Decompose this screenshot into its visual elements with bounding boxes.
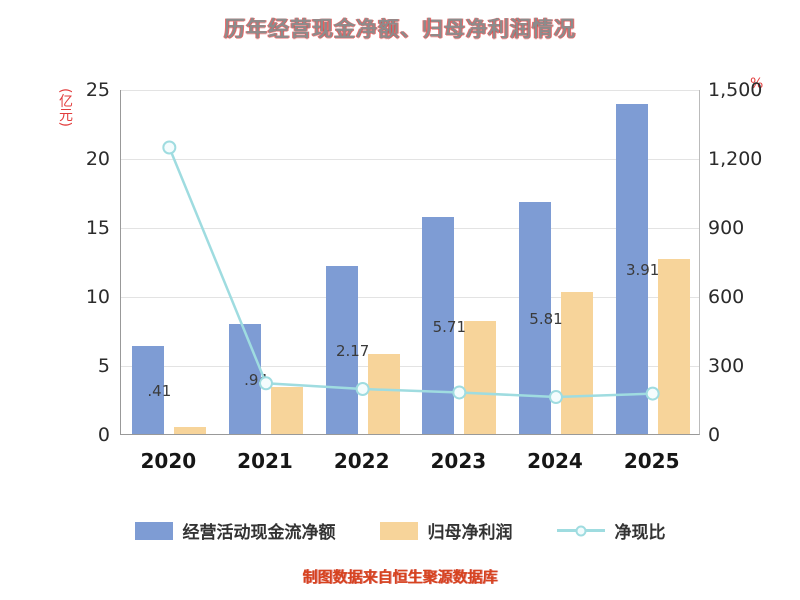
left-axis-tick: 10 <box>85 286 110 308</box>
operating-cash-flow-bar-2025 <box>615 104 648 434</box>
legend-swatch-operating-cash-flow <box>134 521 173 540</box>
x-axis-tick-2020: 2020 <box>140 449 197 473</box>
right-axis-tick: 1,500 <box>708 79 763 101</box>
legend-item-operating-cash-flow: 经营活动现金流净额 <box>134 518 336 543</box>
left-axis-tick: 0 <box>97 424 110 446</box>
net-profit-bar-2020 <box>174 427 207 434</box>
legend-line-swatch <box>556 525 605 536</box>
net-profit-bar-2022 <box>367 353 400 434</box>
net-cash-ratio-line <box>162 140 660 405</box>
legend-item-net-cash-ratio: 净现比 <box>556 518 666 543</box>
chart-title: 历年经营现金净额、归母净利润情况 <box>224 17 576 41</box>
left-axis-unit-label: (亿元) <box>57 88 73 127</box>
gridline <box>121 297 699 298</box>
right-axis-tick: 0 <box>708 424 721 446</box>
right-axis-tick: 600 <box>708 286 745 308</box>
legend: 经营活动现金流净额 归母净利润 净现比 <box>0 518 800 543</box>
footer-note: 制图数据来自恒生聚源数据库 <box>302 568 498 586</box>
left-axis-tick: 25 <box>85 79 110 101</box>
line-marker-icon-2024 <box>549 390 563 405</box>
right-axis-unit-label: % <box>750 76 764 92</box>
line-marker-icon-2022 <box>355 382 370 396</box>
gridline <box>121 228 699 229</box>
net-profit-bar-2025 <box>657 258 690 434</box>
plot-area: .41.94 2.17 5.71 5.81 3.91 <box>120 90 700 435</box>
net-profit-bar-2024 <box>561 291 593 434</box>
left-axis-tick: 15 <box>85 217 110 239</box>
bar-value-label-2024: 5.81 <box>529 310 563 328</box>
line-marker-icon-2025 <box>645 386 660 401</box>
x-axis-tick-2022: 2022 <box>333 449 390 473</box>
gridline <box>121 366 699 367</box>
legend-label-net-profit: 归母净利润 <box>427 523 513 543</box>
net-profit-bar-2023 <box>464 320 497 434</box>
operating-cash-flow-bar-2022 <box>325 266 358 434</box>
x-axis-tick-2025: 2025 <box>623 449 680 473</box>
operating-cash-flow-bar-2020 <box>132 345 165 434</box>
x-axis-tick-2021: 2021 <box>237 449 293 473</box>
right-axis-tick: 1,200 <box>708 148 763 170</box>
gridline <box>121 159 699 160</box>
x-axis-tick-2023: 2023 <box>430 449 487 473</box>
net-profit-bar-2021 <box>271 387 303 434</box>
legend-swatch-net-profit <box>379 521 418 540</box>
operating-cash-flow-bar-2023 <box>422 217 455 434</box>
right-axis-tick: 300 <box>708 355 745 377</box>
legend-label-operating-cash-flow: 经营活动现金流净额 <box>182 523 336 543</box>
legend-label-net-cash-ratio: 净现比 <box>614 523 666 543</box>
operating-cash-flow-bar-2021 <box>229 324 261 434</box>
right-axis-tick: 900 <box>708 217 745 239</box>
left-axis-tick: 20 <box>85 148 110 170</box>
x-axis-tick-2024: 2024 <box>527 449 583 473</box>
gridline <box>121 90 699 91</box>
line-marker-icon <box>575 525 586 536</box>
left-axis-tick: 5 <box>97 355 110 377</box>
bar-value-label-2022: 2.17 <box>335 342 370 361</box>
bar-value-label-2023: 5.71 <box>432 317 467 336</box>
line-marker-icon-2023 <box>452 385 467 400</box>
bar-value-label-2020: .41 <box>147 381 172 400</box>
line-marker-icon-2021 <box>259 376 273 391</box>
bar-value-label-2025: 3.91 <box>625 261 660 280</box>
legend-item-net-profit: 归母净利润 <box>379 518 513 543</box>
line-marker-icon-2020 <box>162 140 177 155</box>
